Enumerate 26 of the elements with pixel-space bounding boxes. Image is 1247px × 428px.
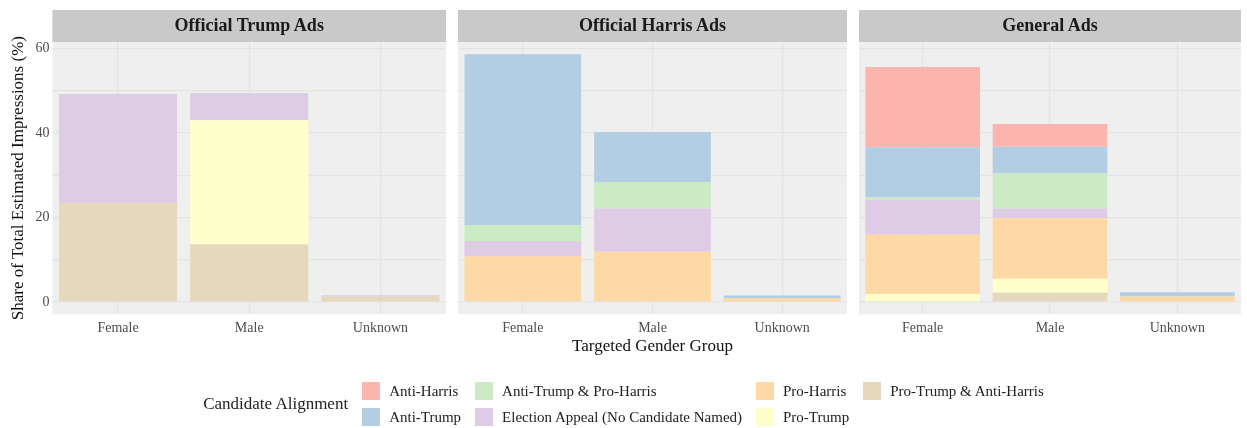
chart-title: General Ads (1002, 14, 1098, 35)
x-tick-label: Unknown (352, 320, 409, 336)
y-tick-label: 40 (35, 124, 50, 140)
x-tick-label: Female (902, 320, 944, 336)
y-axis-title: Share of Total Estimated Impressions (%) (7, 36, 27, 321)
x-tick-label: Male (638, 320, 667, 336)
x-tick-label: Female (97, 320, 139, 336)
chart-title: Official Harris Ads (579, 14, 726, 35)
x-tick-label: Male (1035, 320, 1065, 336)
legend-label: Anti-Trump (389, 408, 462, 426)
x-tick-label: Female (502, 320, 544, 336)
x-tick-label: Unknown (1149, 320, 1205, 336)
legend-title: Candidate Alignment (203, 394, 349, 414)
legend-label: Pro-Trump & Anti-Harris (890, 382, 1044, 400)
y-tick-label: 20 (35, 209, 50, 225)
legend-label: Anti-Harris (389, 382, 459, 400)
legend-label: Election Appeal (No Candidate Named) (502, 408, 743, 426)
chart-title: Official Trump Ads (174, 14, 324, 35)
x-tick-label: Unknown (754, 320, 810, 336)
y-tick-label: 60 (35, 40, 50, 56)
legend-label: Pro-Harris (783, 382, 847, 400)
legend-label: Pro-Trump (783, 408, 850, 426)
y-tick-label: 0 (42, 293, 50, 309)
x-tick-label: Male (234, 320, 264, 336)
x-axis-title: Targeted Gender Group (571, 336, 734, 356)
legend-label: Anti-Trump & Pro-Harris (502, 382, 657, 400)
